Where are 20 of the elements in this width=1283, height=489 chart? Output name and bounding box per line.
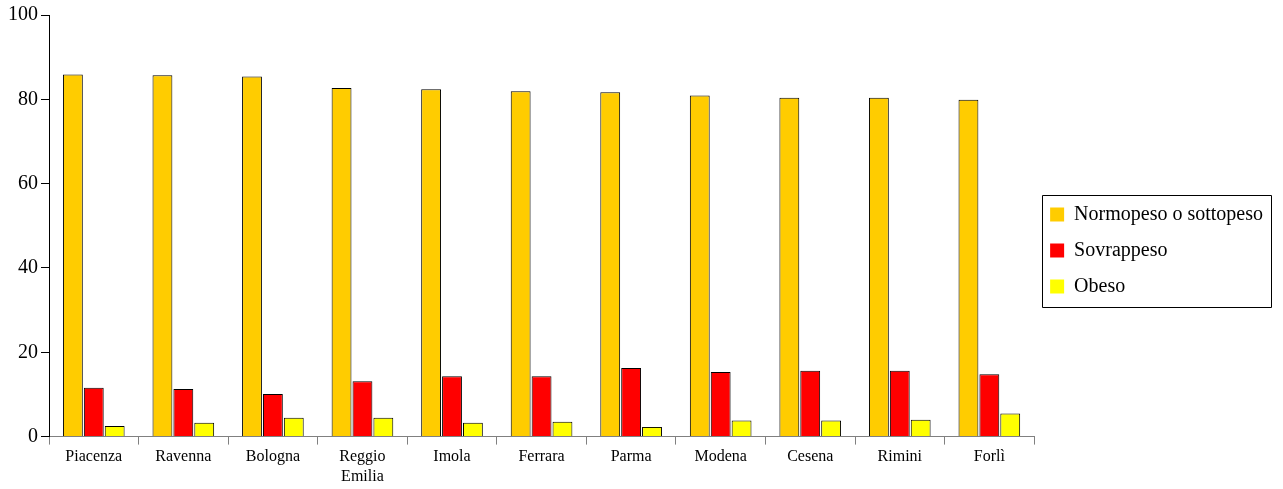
x-tick-label: Parma: [610, 447, 652, 465]
legend-label: Sovrappeso: [1074, 237, 1168, 261]
legend-label: Obeso: [1074, 273, 1126, 296]
x-tick-label: Bologna: [245, 447, 300, 466]
x-tick-label: Piacenza: [65, 447, 123, 465]
y-tick-label: 100: [8, 2, 38, 25]
y-tick-label: 20: [18, 339, 38, 362]
y-tick-label: 0: [28, 423, 38, 446]
x-tick-label: Cesena: [787, 447, 834, 465]
y-tick-label: 60: [18, 170, 38, 193]
x-tick-label: Reggio Emilia: [339, 447, 386, 484]
x-tick-label: Rimini: [877, 447, 923, 465]
x-tick-label: Ravenna: [155, 447, 212, 465]
x-tick-label: Imola: [433, 447, 471, 465]
x-tick-label: Forlì: [973, 447, 1006, 465]
x-tick-label: Modena: [694, 447, 747, 465]
legend-label: Normopeso o sottopeso: [1074, 201, 1264, 225]
y-tick-label: 40: [18, 255, 38, 278]
y-tick-label: 80: [18, 86, 38, 109]
x-tick-label: Ferrara: [518, 447, 565, 465]
